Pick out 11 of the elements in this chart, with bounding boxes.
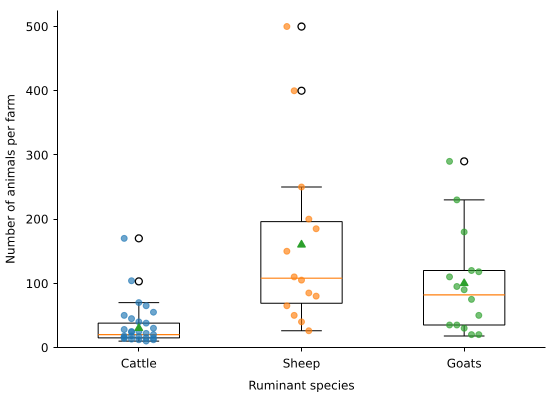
y-tick-label: 500 <box>26 20 48 34</box>
y-tick-label: 100 <box>26 276 48 291</box>
y-axis-title: Number of animals per farm <box>4 94 18 264</box>
x-axis-title: Ruminant species <box>248 378 355 392</box>
y-tick-label: 0 <box>40 341 49 355</box>
x-tick-label: Sheep <box>282 356 320 370</box>
y-tick-label: 300 <box>26 148 48 162</box>
x-tick-label: Goats <box>446 356 482 370</box>
y-tick-label: 200 <box>26 212 48 227</box>
y-tick-label: 400 <box>26 84 48 98</box>
x-tick-label: Cattle <box>120 356 157 370</box>
